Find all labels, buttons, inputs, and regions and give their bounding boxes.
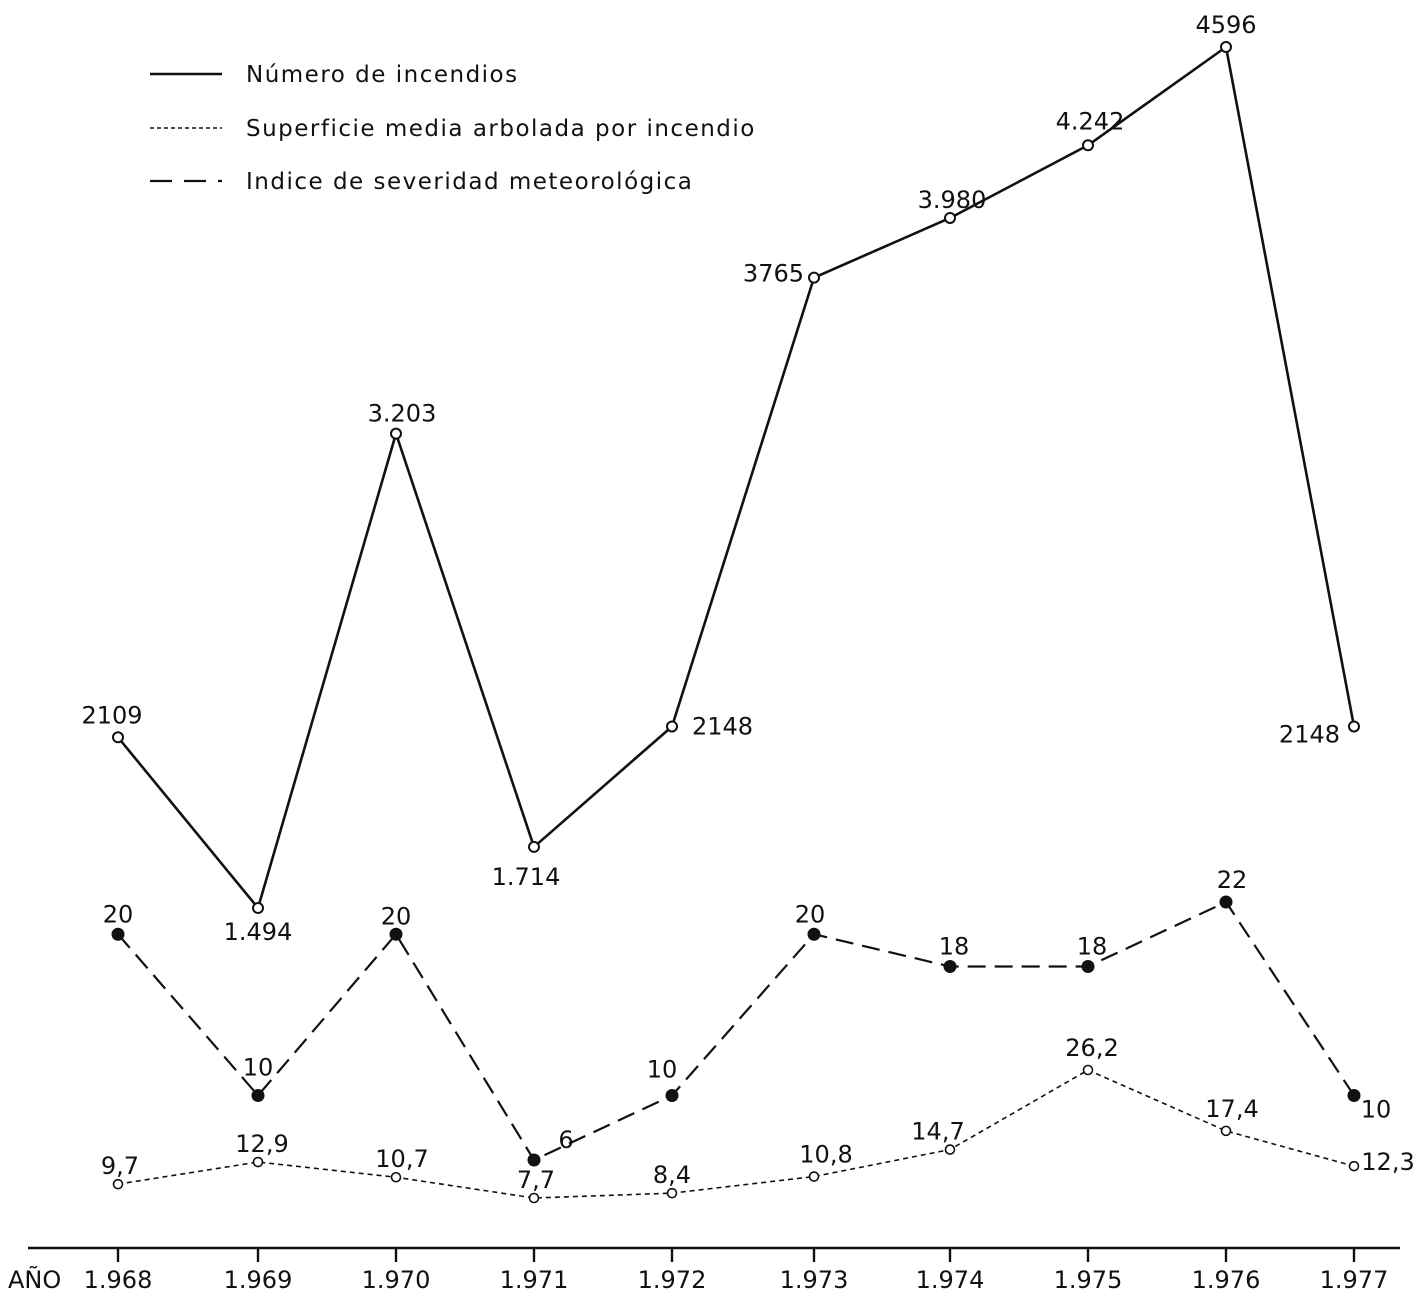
series-line — [117, 900, 1355, 1162]
data-label: 18 — [1077, 933, 1108, 961]
data-point — [1081, 960, 1095, 973]
x-tick-label: 1.973 — [780, 1266, 849, 1294]
data-label: 9,7 — [101, 1152, 139, 1180]
data-label: 4596 — [1195, 11, 1256, 39]
data-label: 14,7 — [911, 1118, 964, 1146]
data-label: 2148 — [1279, 720, 1340, 748]
series-superficie-media: 9,7 12,9 10,7 7,7 8,4 10,8 14,7 26,2 17,4 12,3 — [101, 1034, 1414, 1204]
data-point — [252, 902, 264, 914]
data-label: 10 — [1361, 1096, 1392, 1124]
data-point — [666, 720, 678, 733]
data-label: 22 — [1217, 866, 1248, 894]
data-label: 20 — [381, 902, 412, 930]
x-tick-label: 1.972 — [638, 1266, 707, 1294]
x-axis: AÑO 1.968 1.969 1.970 1.971 1.972 1.973 1.974 1.… — [8, 1246, 1400, 1294]
series-line — [117, 1069, 1355, 1199]
data-label: 7,7 — [517, 1166, 555, 1194]
x-tick-label: 1.977 — [1320, 1266, 1389, 1294]
series-numero-de-incendios: 2109 1.494 3.203 1.714 2148 3765 3.980 4.242 459… — [81, 11, 1360, 946]
data-point — [1220, 41, 1232, 53]
x-tick-label: 1.975 — [1054, 1266, 1123, 1294]
data-label: 3.203 — [368, 400, 437, 428]
data-point — [527, 1153, 541, 1167]
x-tick-label: 1.974 — [916, 1266, 985, 1294]
data-point — [390, 427, 402, 440]
data-point — [112, 1178, 124, 1190]
data-label: 12,3 — [1361, 1148, 1414, 1176]
x-tick-label: 1.971 — [500, 1266, 569, 1294]
data-label: 2148 — [692, 712, 753, 740]
data-point — [665, 1089, 679, 1102]
data-point — [1220, 1125, 1232, 1137]
data-point — [251, 1089, 265, 1102]
legend-label: Superficie media arbolada por incendio — [246, 116, 756, 142]
data-point — [666, 1187, 678, 1199]
data-label: 6 — [558, 1126, 573, 1154]
data-point — [112, 731, 124, 744]
data-point — [1348, 1160, 1360, 1172]
legend: Número de incendios Superficie media arbo… — [150, 62, 756, 195]
data-label: 3.980 — [918, 186, 987, 214]
data-label: 1.714 — [492, 863, 561, 891]
data-label: 10 — [647, 1056, 678, 1084]
data-point — [944, 211, 956, 224]
data-label: 12,9 — [235, 1130, 288, 1158]
data-point — [1347, 1089, 1361, 1102]
data-label: 18 — [939, 933, 970, 961]
data-point — [1219, 895, 1233, 909]
legend-item-superficie-media-arbolada: Superficie media arbolada por incendio — [150, 116, 756, 142]
x-tick-label: 1.969 — [224, 1266, 293, 1294]
data-point — [943, 960, 957, 973]
data-label: 26,2 — [1065, 1034, 1118, 1062]
x-axis-label: AÑO — [8, 1264, 61, 1294]
data-label: 20 — [103, 900, 134, 928]
data-point — [1082, 1064, 1094, 1076]
data-point — [808, 1171, 820, 1182]
x-tick-label: 1.968 — [84, 1266, 153, 1294]
data-label: 3765 — [743, 260, 804, 288]
plot-area: 2109 1.494 3.203 1.714 2148 3765 3.980 4.242 459… — [81, 11, 1414, 1204]
data-label: 10 — [243, 1054, 274, 1082]
data-label: 20 — [795, 900, 826, 928]
legend-item-numero-de-incendios: Número de incendios — [150, 62, 519, 88]
series-line — [116, 45, 1356, 910]
data-point — [528, 1192, 540, 1204]
data-label: 10,8 — [799, 1141, 852, 1169]
data-point — [1082, 139, 1094, 152]
data-point — [390, 1171, 402, 1183]
data-point — [807, 927, 821, 941]
data-label: 8,4 — [653, 1161, 691, 1189]
data-label: 1.494 — [224, 918, 293, 946]
data-point — [111, 927, 125, 941]
data-point — [528, 840, 540, 853]
x-tick-label: 1.970 — [362, 1266, 431, 1294]
legend-label: Indice de severidad meteorológica — [246, 169, 693, 195]
legend-label: Número de incendios — [246, 62, 519, 88]
data-point — [1348, 720, 1360, 733]
data-point — [944, 1144, 956, 1155]
data-point — [808, 271, 820, 284]
data-label: 17,4 — [1205, 1095, 1258, 1123]
legend-item-indice-de-severidad: Indice de severidad meteorológica — [150, 169, 693, 195]
data-label: 10,7 — [375, 1145, 428, 1173]
data-label: 2109 — [81, 701, 142, 729]
x-tick-label: 1.976 — [1192, 1266, 1261, 1294]
data-point — [389, 927, 403, 941]
data-label: 4.242 — [1056, 107, 1125, 135]
series-indice-de-severidad: 20 10 20 6 10 20 18 18 22 10 — [103, 866, 1392, 1167]
data-point — [252, 1156, 264, 1168]
